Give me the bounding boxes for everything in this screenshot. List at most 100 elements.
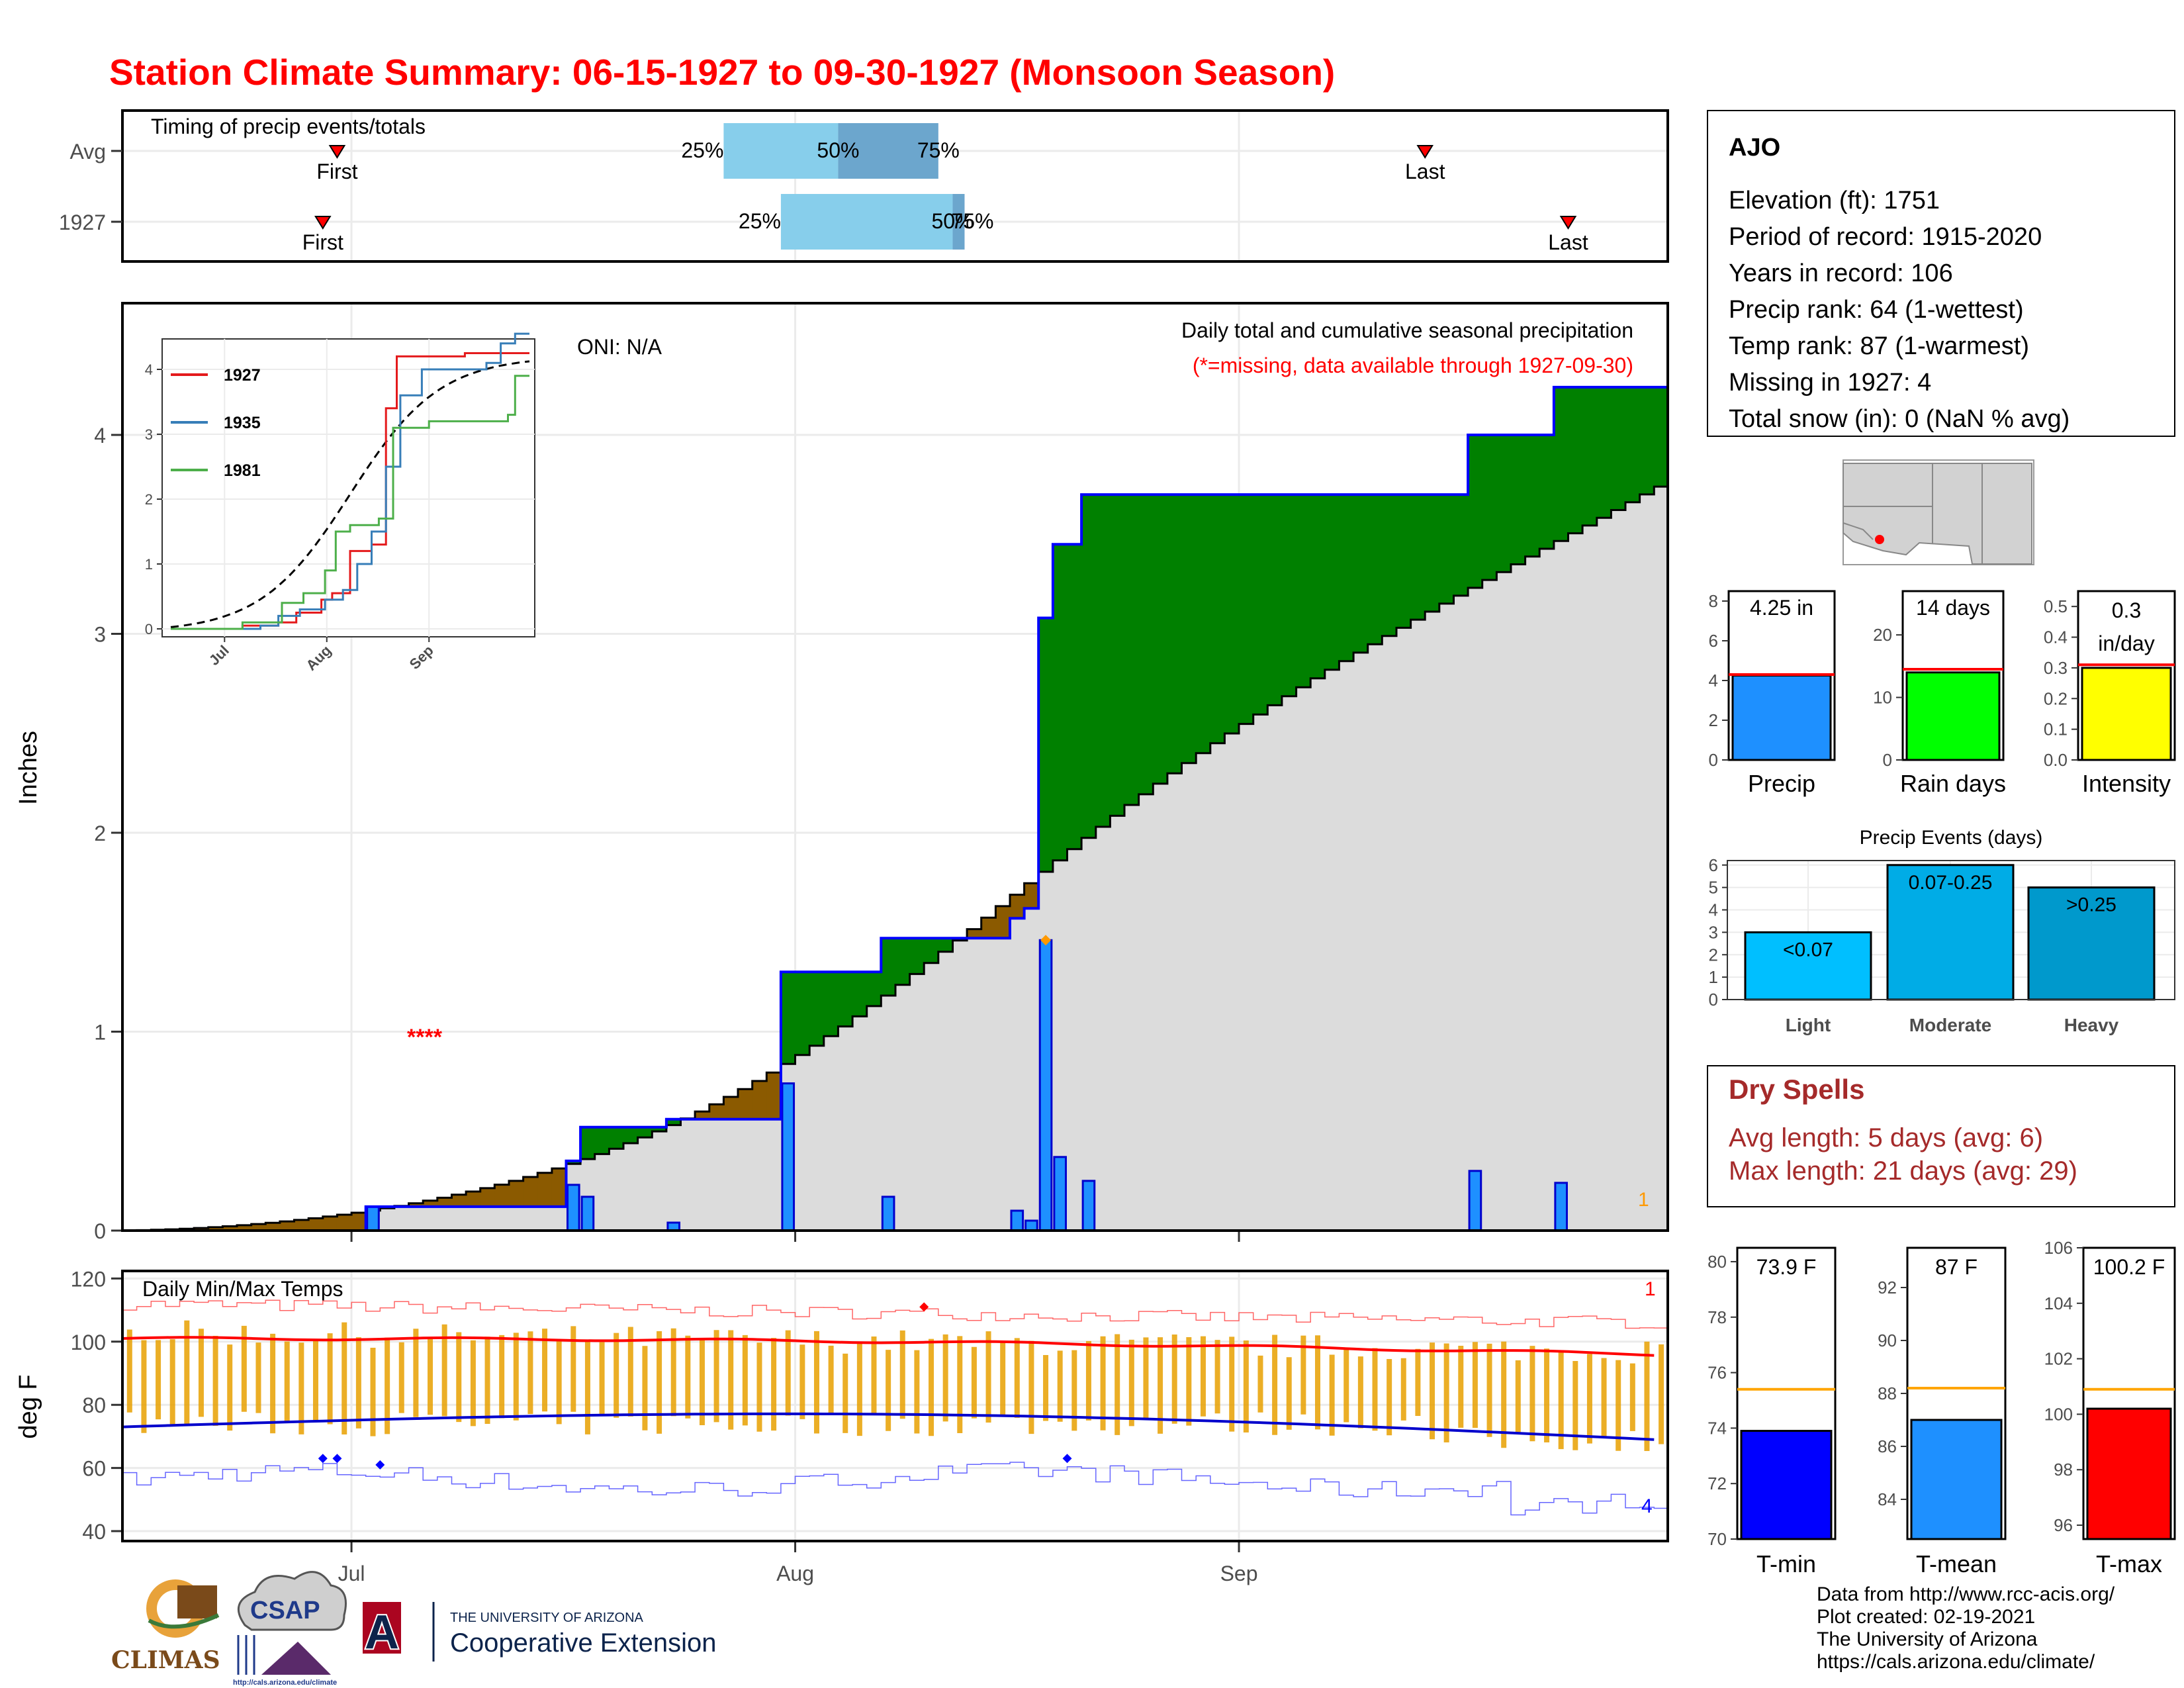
daily-precip-bar xyxy=(781,1082,796,1232)
month-tick-label: Sep xyxy=(1220,1562,1258,1585)
station-info-line: Temp rank: 87 (1-warmest) xyxy=(1729,332,2029,360)
summary-ytick-label: 6 xyxy=(1709,631,1718,651)
inset-series-1935 xyxy=(171,332,529,630)
summary-bar-label: Intensity xyxy=(2082,770,2171,797)
inset-series-1981 xyxy=(171,375,529,630)
ua-logo-letter: A xyxy=(365,1606,399,1659)
temp-ytick-label: 60 xyxy=(82,1457,106,1481)
daily-precip-bar xyxy=(1024,1219,1038,1232)
missing-marker: **** xyxy=(407,1025,443,1050)
timing-q2-box xyxy=(838,123,938,179)
temp-bar-ytick-label: 92 xyxy=(1878,1278,1897,1297)
climas-logo-text: CLIMAS xyxy=(111,1646,220,1674)
temp-bar-ytick-label: 72 xyxy=(1707,1474,1727,1493)
timing-row-label: 1927 xyxy=(59,211,106,234)
summary-ytick-label: 0.4 xyxy=(2044,628,2068,647)
temp-bar-ytick-label: 96 xyxy=(2054,1515,2073,1535)
ua-logo-top: THE UNIVERSITY OF ARIZONA xyxy=(450,1611,644,1625)
summary-ytick-label: 8 xyxy=(1709,591,1718,611)
dry-spells-max: Max length: 21 days (avg: 29) xyxy=(1729,1156,2077,1186)
record-low-marker xyxy=(318,1454,328,1464)
temp-panel: 40 60 80 100 120 Daily Min/Max Temps deg F 1… xyxy=(15,1267,1669,1552)
events-bar-label: Heavy xyxy=(2064,1015,2119,1035)
station-location-dot xyxy=(1875,535,1884,544)
temp-bar-value: 73.9 F xyxy=(1756,1255,1817,1279)
inset-ytick-label: 1 xyxy=(145,556,153,573)
temp-bar-ytick-label: 86 xyxy=(1878,1436,1897,1456)
daily-precip-bar xyxy=(1010,1209,1024,1232)
record-low-marker xyxy=(332,1454,342,1464)
oni-label: ONI: N/A xyxy=(577,335,662,359)
daily-precip-bar xyxy=(366,1205,380,1232)
temp-bar-ytick-label: 102 xyxy=(2044,1349,2073,1369)
station-name: AJO xyxy=(1729,134,1780,162)
inset-ytick-label: 2 xyxy=(145,491,153,508)
summary-value-label: in/day xyxy=(2098,632,2154,655)
csap-logo-text: CSAP xyxy=(250,1597,320,1624)
events-ytick-label: 3 xyxy=(1709,922,1718,942)
location-map xyxy=(1843,459,2034,565)
inset-ytick-label: 3 xyxy=(145,426,153,443)
normal-high-line xyxy=(122,1336,1655,1357)
actual-cumulative-line xyxy=(122,385,1668,1232)
credit-line: The University of Arizona xyxy=(1817,1628,2038,1650)
temp-bar-t-mean xyxy=(1910,1419,2003,1540)
temp-bar-label: T-min xyxy=(1756,1550,1816,1577)
precip-panel-subtitle: (*=missing, data available through 1927-… xyxy=(1193,353,1633,377)
summary-bar-intensity xyxy=(2081,667,2172,761)
temp-ylabel: deg F xyxy=(15,1374,42,1438)
summary-ytick-label: 0 xyxy=(1883,750,1892,770)
timing-first-marker xyxy=(314,216,332,230)
record-high-line xyxy=(122,1299,1668,1329)
inset-xtick-label: Aug xyxy=(302,642,334,674)
timing-pct25: 25% xyxy=(739,209,781,233)
precip-ytick-label: 1 xyxy=(94,1021,106,1045)
month-tick-label: Jul xyxy=(338,1562,365,1585)
daily-precip-bar xyxy=(1081,1180,1096,1232)
page-title: Station Climate Summary: 06-15-1927 to 0… xyxy=(109,52,1335,93)
timing-last-marker xyxy=(1416,145,1433,159)
temp-ytick-label: 120 xyxy=(71,1267,106,1291)
credit-line: https://cals.arizona.edu/climate/ xyxy=(1817,1651,2095,1673)
temp-bar-ytick-label: 74 xyxy=(1707,1418,1727,1438)
timing-first-label: First xyxy=(302,230,343,254)
temp-bar-ytick-label: 100 xyxy=(2044,1404,2073,1424)
summary-ytick-label: 2 xyxy=(1709,710,1718,730)
credits: Data from http://www.rcc-acis.org/Plot c… xyxy=(1817,1583,2115,1673)
precip-ytick-label: 2 xyxy=(94,821,106,845)
temp-bar-value: 87 F xyxy=(1935,1255,1978,1279)
events-ytick-label: 1 xyxy=(1709,967,1718,987)
csap-logo: CSAP http://cals.arizona.edu/climate xyxy=(233,1571,347,1687)
timing-q1-box xyxy=(780,194,953,250)
temp-bar-ytick-label: 84 xyxy=(1878,1489,1897,1509)
temp-bar-ytick-label: 98 xyxy=(2054,1460,2073,1479)
events-bar-heavy xyxy=(2027,886,2156,1001)
inset-frame xyxy=(161,338,535,637)
record-low-line xyxy=(122,1462,1668,1516)
inset-legend-label: 1981 xyxy=(224,461,261,480)
daily-precip-bar xyxy=(1554,1182,1569,1232)
summary-value-label: 0.3 xyxy=(2112,598,2141,622)
temp-panel-frame xyxy=(121,1270,1669,1542)
timing-pct75: 75% xyxy=(951,209,993,233)
timing-last-label: Last xyxy=(1548,230,1588,254)
inset-ytick-label: 4 xyxy=(145,361,153,378)
temp-bar-ytick-label: 106 xyxy=(2044,1238,2073,1258)
station-info-line: Missing in 1927: 4 xyxy=(1729,369,1931,397)
precip-events-chart: Precip Events (days) 0 1 2 345 6 <0.07 Light 0.0… xyxy=(1709,827,2175,1035)
events-ytick-label: 2 xyxy=(1709,945,1718,964)
events-ytick-label: 0 xyxy=(1709,990,1718,1009)
summary-bar-rain-days xyxy=(1905,671,2001,761)
ua-cooperative-extension-logo: A THE UNIVERSITY OF ARIZONA Cooperative … xyxy=(363,1602,716,1662)
events-bar-light xyxy=(1744,931,1872,1001)
timing-row-label: Avg xyxy=(69,140,106,164)
events-bar-label: Moderate xyxy=(1909,1015,1991,1035)
daily-precip-bar xyxy=(881,1196,895,1232)
temp-bar-ytick-label: 70 xyxy=(1707,1529,1727,1549)
summary-bar-label: Rain days xyxy=(1900,770,2006,797)
max-daily-marker xyxy=(1040,935,1052,946)
precip-ytick-label: 3 xyxy=(94,623,106,647)
temp-panel-label: Daily Min/Max Temps xyxy=(142,1277,343,1301)
summary-ytick-label: 0 xyxy=(1709,750,1718,770)
dry-spells-avg: Avg length: 5 days (avg: 6) xyxy=(1729,1123,2043,1152)
